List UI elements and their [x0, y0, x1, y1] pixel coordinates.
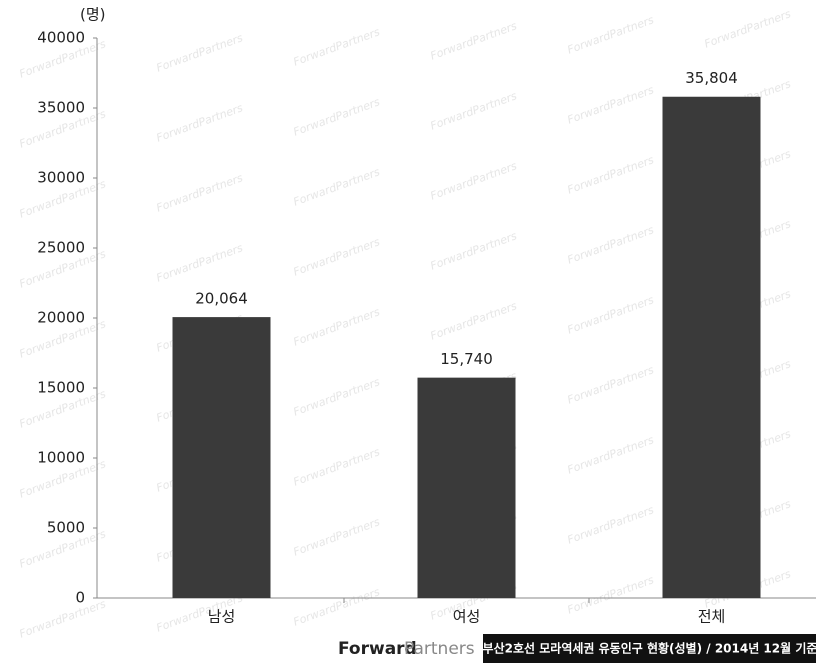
watermark: ForwardPartners: [566, 153, 656, 196]
watermark: ForwardPartners: [292, 445, 382, 488]
watermark: ForwardPartners: [429, 89, 519, 132]
y-tick-label: 10000: [37, 449, 85, 467]
watermark: ForwardPartners: [566, 83, 656, 126]
y-tick-label: 40000: [37, 29, 85, 47]
watermark: ForwardPartners: [155, 171, 245, 214]
x-tick-label: 전체: [698, 608, 726, 626]
watermark: ForwardPartners: [292, 235, 382, 278]
y-tick-label: 15000: [37, 379, 85, 397]
watermark: ForwardPartners: [18, 597, 108, 640]
bar: [417, 377, 516, 598]
watermark: ForwardPartners: [429, 19, 519, 62]
watermark: ForwardPartners: [429, 159, 519, 202]
watermark: ForwardPartners: [566, 503, 656, 546]
value-label: 20,064: [195, 290, 248, 308]
footer-caption: 부산2호선 모라역세권 유동인구 현황(성별) / 2014년 12월 기준: [483, 641, 816, 656]
watermark: ForwardPartners: [155, 31, 245, 74]
watermark: ForwardPartners: [292, 25, 382, 68]
watermark: ForwardPartners: [292, 165, 382, 208]
watermark: ForwardPartners: [566, 433, 656, 476]
y-tick-label: 35000: [37, 99, 85, 117]
watermark: ForwardPartners: [292, 95, 382, 138]
watermark: ForwardPartners: [155, 101, 245, 144]
value-label: 35,804: [685, 69, 738, 87]
watermark: ForwardPartners: [292, 585, 382, 628]
y-tick-label: 25000: [37, 239, 85, 257]
watermark: ForwardPartners: [703, 7, 793, 50]
watermark: ForwardPartners: [429, 299, 519, 342]
y-tick-label: 30000: [37, 169, 85, 187]
watermark: ForwardPartners: [566, 363, 656, 406]
y-tick-label: 5000: [47, 519, 85, 537]
watermark: ForwardPartners: [566, 293, 656, 336]
watermark: ForwardPartners: [429, 229, 519, 272]
watermark: ForwardPartners: [566, 223, 656, 266]
y-tick-label: 0: [75, 589, 85, 607]
footer-logo-light: Partners: [404, 639, 475, 659]
footer-logo-bold: Forward: [338, 639, 417, 659]
watermark: ForwardPartners: [155, 241, 245, 284]
watermark: ForwardPartners: [566, 13, 656, 56]
unit-label: (명): [80, 6, 106, 24]
watermark: ForwardPartners: [566, 573, 656, 616]
bar: [662, 96, 761, 598]
watermark: ForwardPartners: [292, 375, 382, 418]
x-tick-label: 여성: [453, 608, 481, 626]
bar: [172, 317, 271, 598]
watermark: ForwardPartners: [292, 515, 382, 558]
y-tick-label: 20000: [37, 309, 85, 327]
watermark: ForwardPartners: [292, 305, 382, 348]
x-tick-label: 남성: [208, 608, 236, 626]
value-label: 15,740: [440, 350, 493, 368]
footer-box: [483, 634, 816, 663]
